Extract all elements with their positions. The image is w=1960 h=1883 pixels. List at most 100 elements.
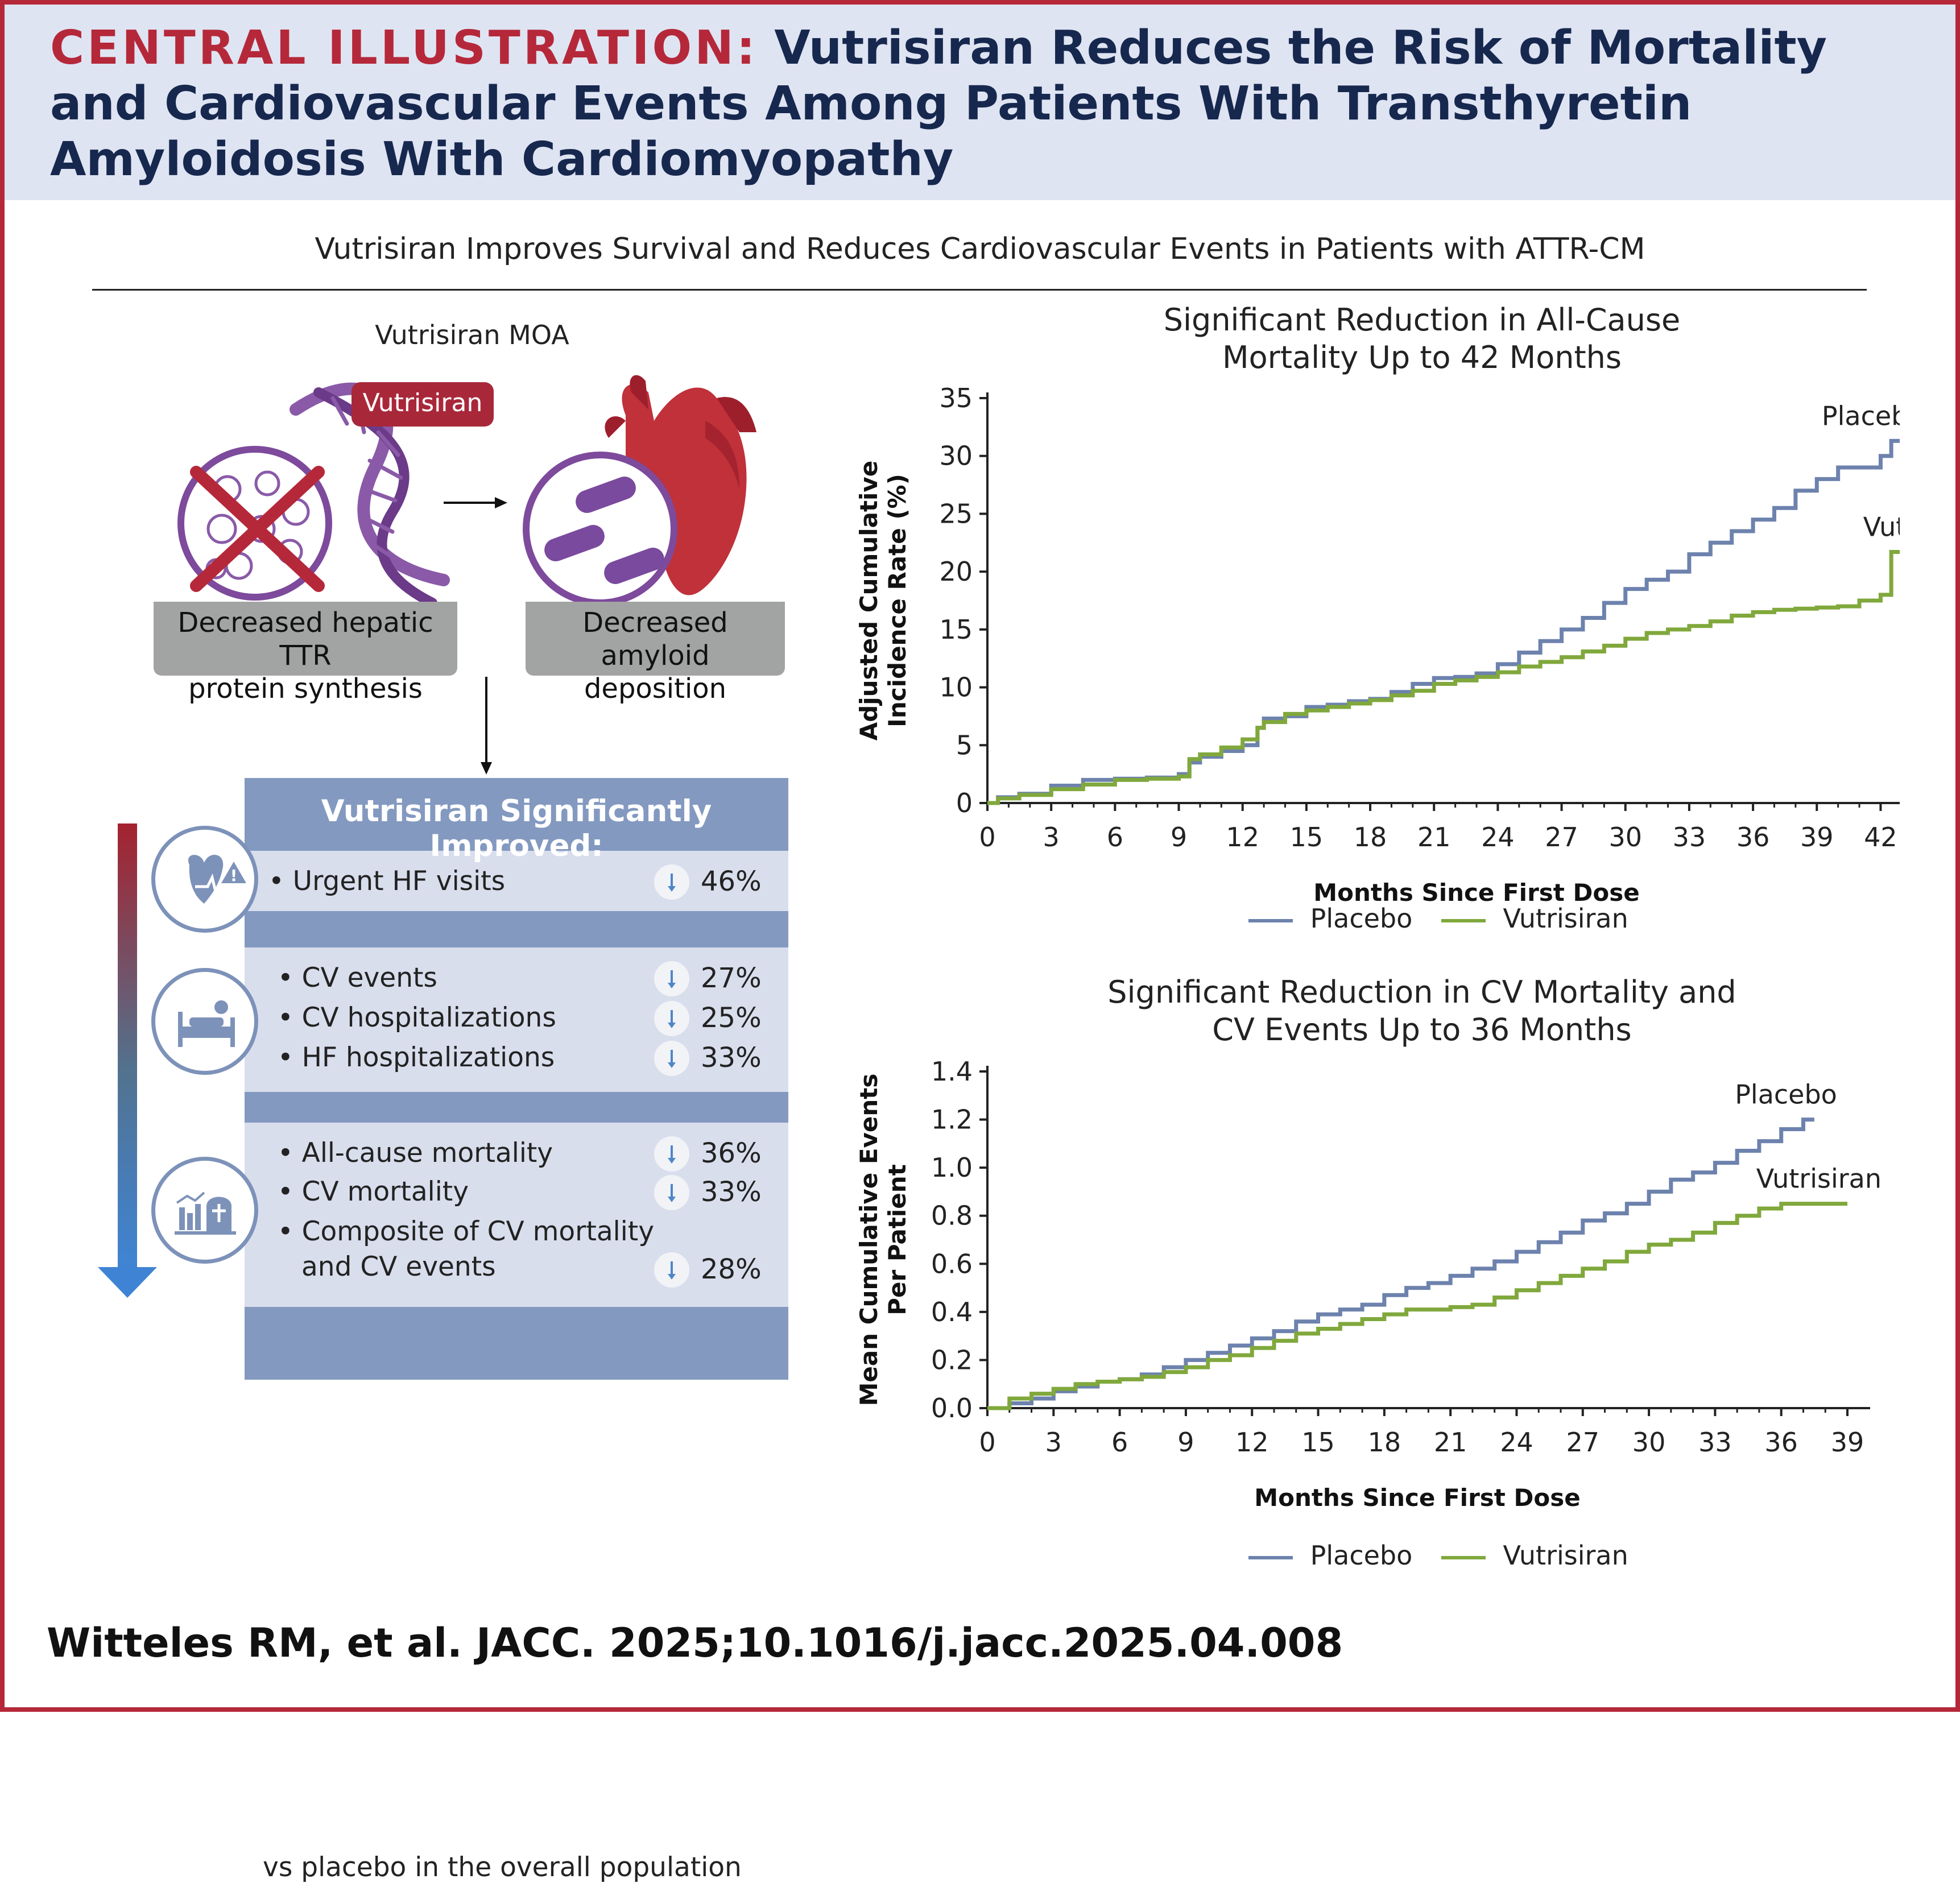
y-tick-label: 0.2 bbox=[931, 1344, 973, 1375]
heart-warning-icon: ! bbox=[151, 826, 258, 933]
divider bbox=[92, 289, 1867, 291]
arrow-right-icon bbox=[444, 497, 507, 508]
x-tick-label: 33 bbox=[1698, 1427, 1732, 1458]
x-tick-label: 24 bbox=[1500, 1427, 1533, 1458]
chart1-title-line2: Mortality Up to 42 Months bbox=[1222, 340, 1622, 375]
decrease-arrow-icon bbox=[654, 1001, 689, 1036]
chart2-title-line1: Significant Reduction in CV Mortality an… bbox=[1107, 974, 1736, 1010]
y-tick-label: 1.0 bbox=[931, 1152, 973, 1183]
x-tick-label: 18 bbox=[1368, 1427, 1401, 1458]
legend-vutrisiran-swatch bbox=[1441, 1555, 1486, 1559]
x-tick-label: 12 bbox=[1235, 1427, 1269, 1458]
outcome-all-cause-mortality: • All-cause mortality bbox=[278, 1137, 553, 1169]
x-tick-label: 39 bbox=[1831, 1427, 1864, 1458]
chart2-legend: Placebo Vutrisiran bbox=[1248, 1540, 1628, 1571]
box-decreased-amyloid-line1: Decreased bbox=[582, 607, 728, 639]
pct-cv-hospitalizations: 25% bbox=[701, 1002, 762, 1034]
pct-composite: 28% bbox=[701, 1253, 762, 1285]
x-tick-label: 12 bbox=[1226, 822, 1259, 852]
header-title-text: Vutrisiran Reduces the Risk of Mortality… bbox=[50, 21, 1827, 187]
y-tick-label: 0.8 bbox=[931, 1201, 973, 1231]
box-decreased-amyloid-line2: amyloid deposition bbox=[584, 640, 727, 705]
decrease-arrow-icon bbox=[654, 1136, 689, 1172]
x-tick-label: 39 bbox=[1800, 822, 1834, 852]
series-label-placebo: Placebo bbox=[1822, 400, 1900, 431]
pct-cv-events: 27% bbox=[701, 962, 762, 994]
x-tick-label: 0 bbox=[979, 1427, 995, 1458]
subtitle: Vutrisiran Improves Survival and Reduces… bbox=[315, 232, 1645, 266]
svg-text:!: ! bbox=[230, 866, 238, 885]
y-tick-label: 10 bbox=[939, 672, 973, 703]
y-tick-label: 1.2 bbox=[931, 1104, 973, 1135]
y-tick-label: 5 bbox=[956, 730, 973, 760]
outcome-cv-mortality: • CV mortality bbox=[278, 1176, 469, 1207]
x-tick-label: 21 bbox=[1434, 1427, 1467, 1458]
panel-footer-bar: vs placebo in the overall population bbox=[245, 1307, 788, 1883]
down-arrow-icon bbox=[98, 823, 157, 1298]
y-tick-label: 1.4 bbox=[931, 1056, 973, 1087]
y-axis-label-line1: Mean Cumulative Events bbox=[855, 1074, 883, 1406]
outcome-composite: • Composite of CV mortality bbox=[278, 1216, 655, 1247]
pct-cv-mortality: 33% bbox=[701, 1176, 762, 1208]
legend-vutrisiran-swatch bbox=[1441, 918, 1486, 922]
y-axis-label-line2: Per Patient bbox=[883, 1164, 911, 1315]
x-tick-label: 30 bbox=[1608, 822, 1642, 852]
decrease-arrow-icon bbox=[654, 961, 689, 996]
decrease-arrow-icon bbox=[654, 864, 689, 900]
header-label: CENTRAL ILLUSTRATION: bbox=[50, 21, 758, 75]
legend-placebo-swatch bbox=[1248, 918, 1293, 922]
outcome-cv-events: • CV events bbox=[278, 962, 437, 994]
y-axis-label-line2: Incidence Rate (%) bbox=[883, 474, 911, 727]
x-tick-label: 18 bbox=[1354, 822, 1387, 852]
series-label-vutrisiran: Vutrisiran bbox=[1756, 1164, 1882, 1194]
x-tick-label: 9 bbox=[1177, 1427, 1194, 1458]
decrease-arrow-icon bbox=[654, 1041, 689, 1076]
citation: Witteles RM, et al. JACC. 2025;10.1016/j… bbox=[47, 1620, 1343, 1666]
decrease-arrow-icon bbox=[654, 1175, 689, 1210]
x-tick-label: 33 bbox=[1673, 822, 1706, 852]
drug-tag-label: Vutrisiran bbox=[363, 388, 483, 417]
x-tick-label: 36 bbox=[1764, 1427, 1798, 1458]
header-title: CENTRAL ILLUSTRATION: Vutrisiran Reduces… bbox=[50, 20, 1916, 188]
series-label-placebo: Placebo bbox=[1735, 1079, 1837, 1110]
amyloid-fibrils-icon bbox=[523, 452, 677, 606]
x-tick-label: 27 bbox=[1566, 1427, 1599, 1458]
protein-synthesis-icon bbox=[177, 446, 332, 601]
header-banner: CENTRAL ILLUSTRATION: Vutrisiran Reduces… bbox=[5, 5, 1955, 200]
box-decreased-ttr: Decreased hepatic TTR protein synthesis bbox=[154, 602, 457, 705]
chart1-legend: Placebo Vutrisiran bbox=[1248, 903, 1628, 934]
y-tick-label: 0.4 bbox=[931, 1297, 973, 1327]
chart1-title-line1: Significant Reduction in All-Cause bbox=[1163, 302, 1681, 338]
outcome-hf-hospitalizations: • HF hospitalizations bbox=[278, 1042, 555, 1073]
chart2-title: Significant Reduction in CV Mortality an… bbox=[1052, 974, 1792, 1049]
pct-all-cause-mortality: 36% bbox=[701, 1137, 762, 1169]
y-tick-label: 0.6 bbox=[931, 1248, 973, 1279]
chart1-title: Significant Reduction in All-Cause Morta… bbox=[1052, 301, 1792, 376]
x-tick-label: 21 bbox=[1417, 822, 1451, 852]
drug-tag bbox=[352, 382, 494, 427]
panel-title-bar: Vutrisiran Significantly Improved: bbox=[245, 778, 788, 863]
legend-vutrisiran-label: Vutrisiran bbox=[1503, 1540, 1628, 1571]
legend-placebo-swatch bbox=[1248, 1555, 1293, 1559]
x-tick-label: 27 bbox=[1545, 822, 1578, 852]
x-tick-label: 15 bbox=[1290, 822, 1324, 852]
chart2-title-line2: CV Events Up to 36 Months bbox=[1212, 1012, 1632, 1048]
box-decreased-ttr-line1: Decreased hepatic TTR bbox=[177, 607, 433, 672]
outcome-composite-line2: and CV events bbox=[301, 1251, 496, 1282]
x-tick-label: 36 bbox=[1736, 822, 1770, 852]
x-tick-label: 6 bbox=[1107, 822, 1123, 852]
y-tick-label: 35 bbox=[939, 383, 973, 413]
x-tick-label: 24 bbox=[1481, 822, 1515, 852]
outcome-urgent-hf: • Urgent HF visits bbox=[268, 866, 506, 897]
y-tick-label: 20 bbox=[939, 556, 973, 587]
series-line-placebo bbox=[987, 438, 1900, 805]
x-tick-label: 0 bbox=[979, 822, 995, 852]
y-tick-label: 0 bbox=[956, 788, 973, 818]
x-axis-label: Months Since First Dose bbox=[1254, 1484, 1580, 1512]
x-axis-label: Months Since First Dose bbox=[1313, 879, 1639, 907]
series-label-vutrisiran: Vutrisiran bbox=[1863, 512, 1900, 543]
y-axis-label: Mean Cumulative EventsPer Patient bbox=[855, 1074, 911, 1406]
pct-urgent-hf: 46% bbox=[701, 866, 762, 897]
panel-footer-note: vs placebo in the overall population bbox=[263, 1852, 742, 1883]
panel-title: Vutrisiran Significantly Improved: bbox=[321, 794, 712, 863]
